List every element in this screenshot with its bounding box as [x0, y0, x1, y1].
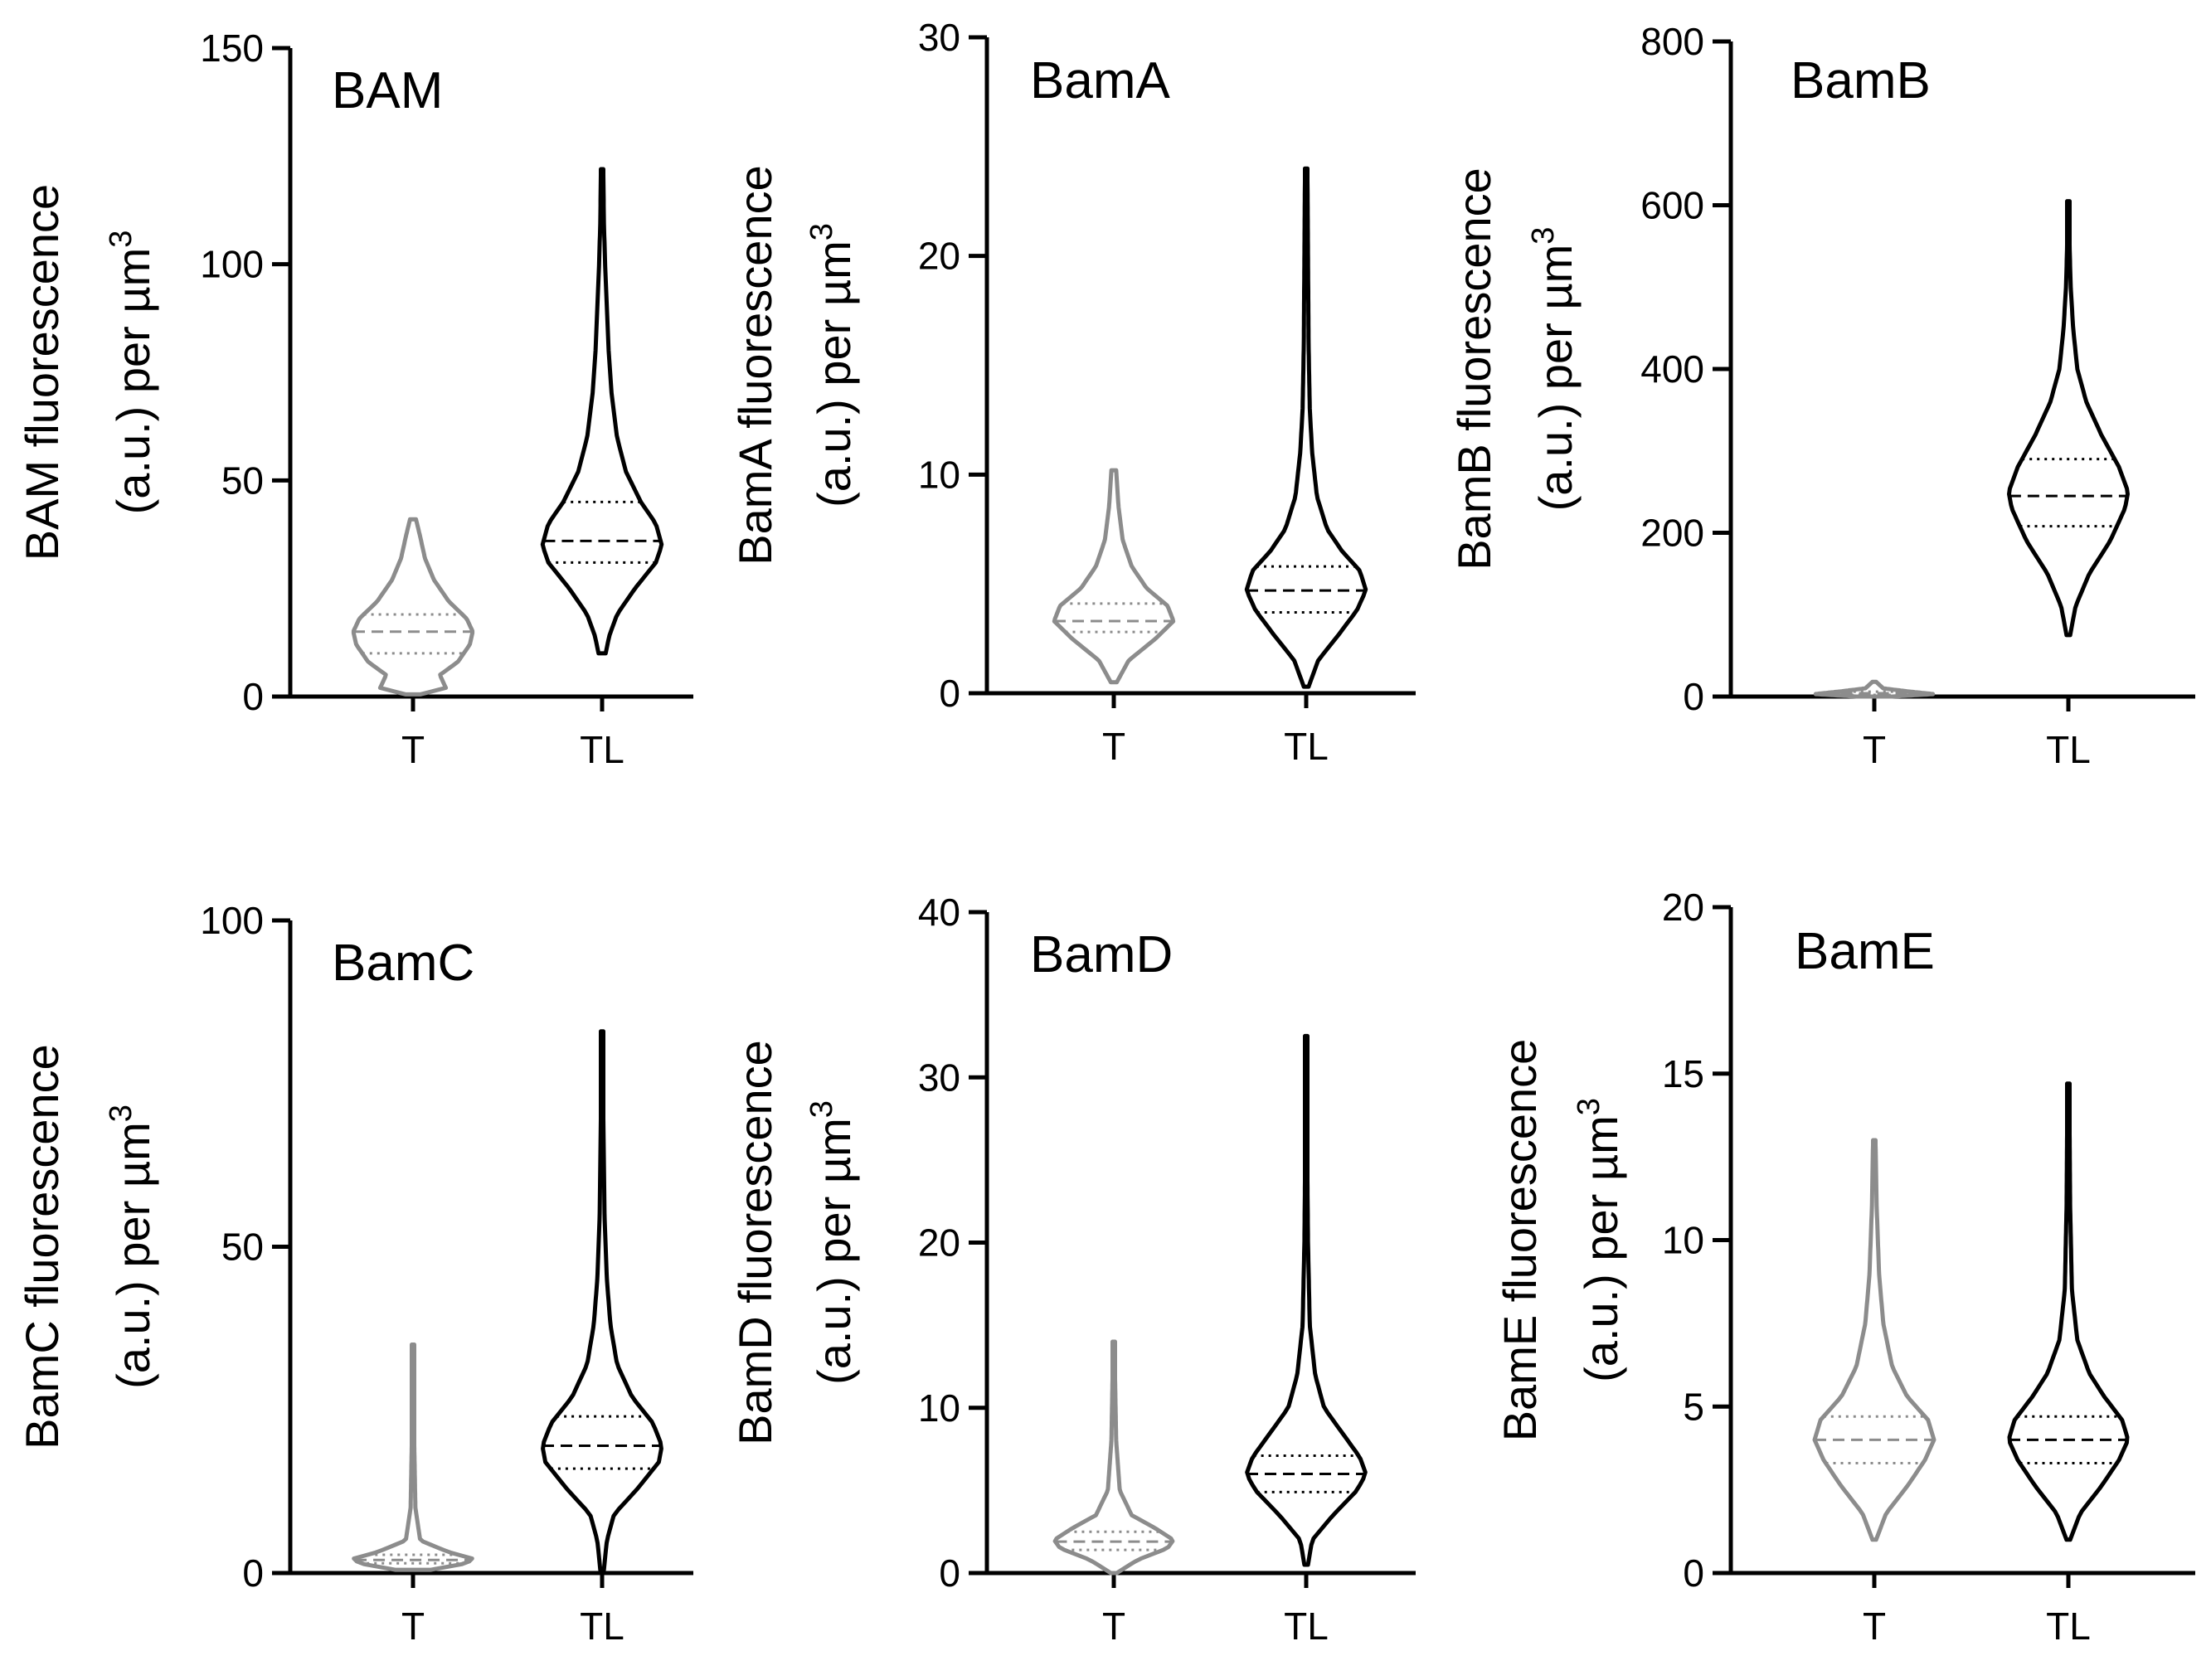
bame-category-label: T: [1863, 1605, 1886, 1648]
bama-violin-tl: [1244, 166, 1368, 689]
bam-category-label: TL: [580, 728, 624, 771]
bam-ytick-label: 0: [242, 675, 264, 718]
bamc-violin-t: [352, 1343, 474, 1572]
bamc-title: BamC: [332, 935, 474, 992]
bam-violin-tl: [540, 167, 664, 656]
bamd-title: BamD: [1030, 926, 1173, 983]
bam-ytick-label: 50: [221, 459, 264, 502]
bamd-ytick-label: 0: [939, 1551, 960, 1595]
bam-ylabel-line1: BAM fluorescence: [16, 184, 68, 561]
panel-bamd: 0 10 20 30 40 T TL BamD BamD fluorescence (a.u.) …: [729, 891, 1416, 1648]
bamc-category-label: T: [401, 1605, 425, 1648]
bama-ylabel-line1: BamA fluorescence: [729, 165, 781, 565]
bamd-violin-tl: [1245, 1033, 1368, 1567]
bame-title: BamE: [1795, 923, 1935, 980]
bamd-ytick-label: 40: [918, 891, 960, 934]
bamb-ytick-label: 200: [1640, 512, 1704, 555]
bama-category-label: TL: [1284, 725, 1329, 768]
bam-category-label: T: [401, 728, 425, 771]
bamc-violin-tl: [541, 1029, 663, 1572]
bama-title: BamA: [1030, 52, 1170, 109]
bama-category-label: T: [1102, 725, 1125, 768]
bamc-ylabel-line2: (a.u.) per µm3: [104, 1105, 159, 1389]
bama-ytick-label: 0: [939, 672, 960, 715]
bamd-ylabel-line1: BamD fluorescence: [729, 1040, 781, 1445]
bama-ytick-label: 20: [918, 235, 960, 278]
bamc-ytick-label: 0: [242, 1551, 264, 1595]
panel-bam: 0 50 100 150 T TL BAM BAM fluorescence (a.u.) pe…: [16, 27, 693, 771]
panel-bamc: 0 50 100 T TL BamC BamC fluorescence (a.u.) per…: [16, 899, 693, 1648]
bame-violin-t: [1812, 1138, 1936, 1542]
bamd-category-label: T: [1102, 1605, 1125, 1648]
bamd-violin-t: [1052, 1339, 1175, 1576]
bamd-ytick-label: 30: [918, 1056, 960, 1099]
bame-ytick-label: 5: [1683, 1385, 1704, 1428]
bamb-title: BamB: [1791, 52, 1931, 109]
bamc-ylabel-line1: BamC fluorescence: [16, 1044, 68, 1449]
bame-violin-tl: [2007, 1081, 2130, 1542]
bamb-ylabel-line2: (a.u.) per µm3: [1526, 227, 1582, 512]
bam-ytick-label: 150: [200, 27, 264, 70]
panel-bama: 0 10 20 30 T TL BamA BamA fluorescence (a.u.) pe…: [729, 16, 1416, 768]
bamd-ytick-label: 10: [918, 1386, 960, 1430]
bamc-ytick-label: 50: [221, 1226, 264, 1269]
bama-ylabel-line2: (a.u.) per µm3: [804, 223, 860, 507]
panel-bame: 0 5 10 15 20 T TL BamE BamE fluorescence (a.u.) p…: [1494, 886, 2195, 1648]
bame-ylabel-line2: (a.u.) per µm3: [1572, 1098, 1627, 1382]
bam-ylabel-line2: (a.u.) per µm3: [104, 231, 159, 515]
bame-category-label: TL: [2046, 1605, 2091, 1648]
bamb-ytick-label: 0: [1683, 675, 1704, 718]
bamb-ylabel-line1: BamB fluorescence: [1448, 168, 1500, 571]
bamd-ylabel-line2: (a.u.) per µm3: [804, 1100, 860, 1385]
bam-ytick-label: 100: [200, 243, 264, 286]
bamd-category-label: TL: [1284, 1605, 1329, 1648]
bame-ytick-label: 10: [1662, 1219, 1704, 1262]
bama-ytick-label: 30: [918, 16, 960, 59]
bamb-ytick-label: 800: [1640, 20, 1704, 63]
bamb-ytick-label: 600: [1640, 184, 1704, 227]
bamb-category-label: TL: [2046, 728, 2091, 771]
bamb-category-label: T: [1863, 728, 1886, 771]
bama-violin-t: [1052, 468, 1176, 685]
bamd-ytick-label: 20: [918, 1221, 960, 1265]
bame-ytick-label: 20: [1662, 886, 1704, 929]
bame-ytick-label: 15: [1662, 1052, 1704, 1095]
bamb-violin-t: [1813, 679, 1936, 699]
bam-violin-t: [351, 517, 475, 697]
panel-bamb: 0 200 400 600 800 T TL BamB BamB fluorescence (a.…: [1448, 20, 2195, 771]
bamc-ytick-label: 100: [200, 899, 264, 942]
bame-ytick-label: 0: [1683, 1551, 1704, 1595]
bame-ylabel-line1: BamE fluorescence: [1494, 1039, 1546, 1442]
bam-title: BAM: [332, 62, 443, 119]
bamb-violin-tl: [2007, 199, 2130, 638]
bamc-category-label: TL: [580, 1605, 624, 1648]
bamb-ytick-label: 400: [1640, 347, 1704, 391]
bama-ytick-label: 10: [918, 453, 960, 496]
